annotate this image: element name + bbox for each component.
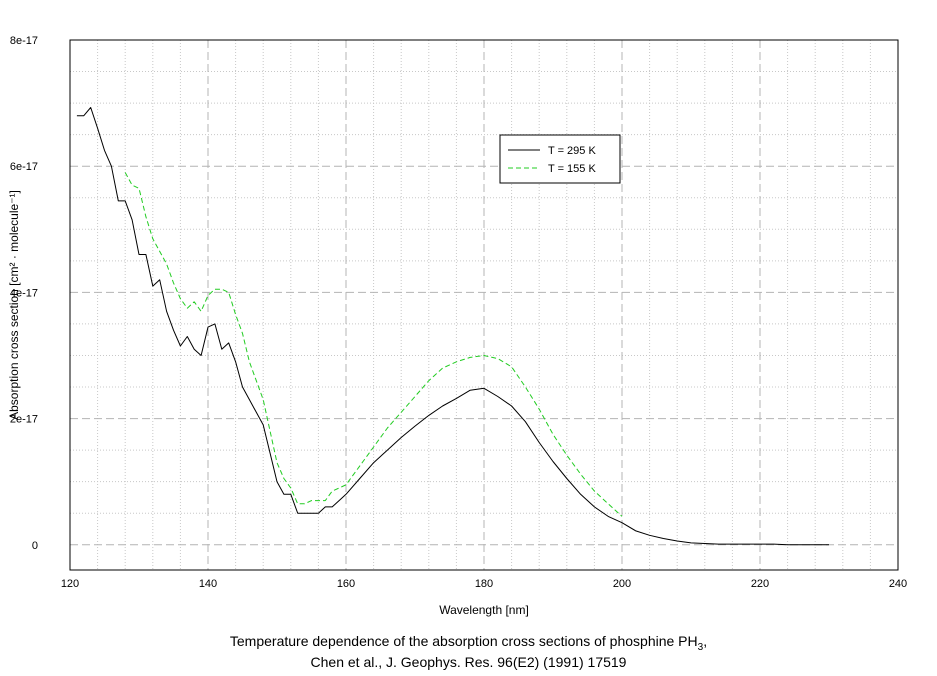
plot-frame [69, 39, 899, 571]
x-tick-label: 220 [751, 578, 769, 590]
x-tick-label: 240 [889, 578, 907, 590]
x-tick-label: 200 [613, 578, 631, 590]
y-tick-label: 8e-17 [10, 35, 38, 47]
y-tick-label: 2e-17 [10, 414, 38, 426]
x-axis-label: Wavelength [nm] [439, 603, 529, 617]
series-layer [76, 107, 829, 546]
x-tick-label: 140 [199, 578, 217, 590]
series-line-295k [76, 107, 829, 546]
caption-subscript: 3 [697, 641, 704, 653]
legend-label-295k: T = 295 K [548, 145, 596, 157]
y-axis-label: Absorption cross section [cm² · molecule… [7, 190, 21, 420]
y-axis: 0 2e-17 4e-17 6e-17 8e-17 [10, 35, 38, 552]
x-axis: 120 140 160 180 200 220 240 [61, 578, 907, 590]
legend: T = 295 K T = 155 K [499, 134, 621, 184]
y-tick-label: 4e-17 [10, 287, 38, 299]
caption-line-2: Chen et al., J. Geophys. Res. 96(E2) (19… [310, 654, 627, 670]
chart-svg: 120 140 160 180 200 220 240 0 2e-17 4e-17 6e-17 8e… [7, 35, 907, 617]
caption-comma: , [703, 633, 708, 649]
y-tick-label: 6e-17 [10, 161, 38, 173]
major-grid [70, 39, 898, 570]
legend-label-155k: T = 155 K [548, 163, 596, 175]
x-tick-label: 160 [337, 578, 355, 590]
y-tick-label: 0 [32, 540, 38, 552]
x-tick-label: 120 [61, 578, 79, 590]
caption-line-1: Temperature dependence of the absorption… [0, 633, 937, 653]
x-tick-label: 180 [475, 578, 493, 590]
caption-text: Temperature dependence of the absorption… [229, 633, 698, 649]
series-line-155k [124, 172, 623, 517]
legend-box [499, 134, 621, 184]
